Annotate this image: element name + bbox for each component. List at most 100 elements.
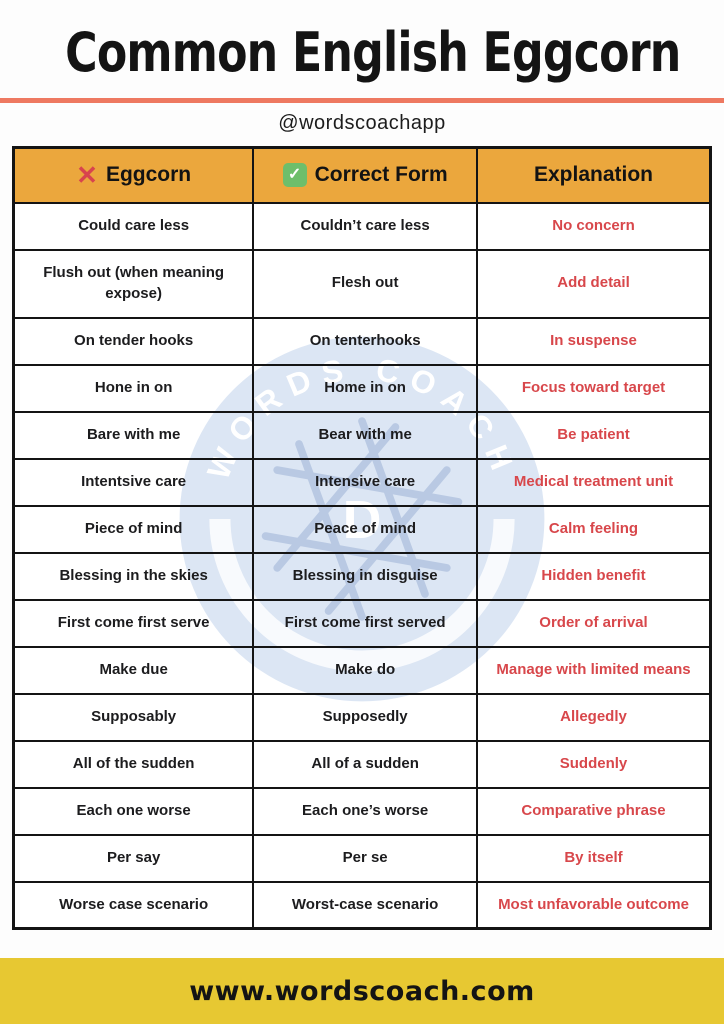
cell-text: Intentsive care bbox=[81, 472, 187, 490]
cell-text: Intensive care bbox=[315, 472, 416, 490]
eggcorn-table-container: WORDS COACH D bbox=[12, 146, 712, 931]
cell-text: Flush out (when meaning expose) bbox=[43, 264, 225, 302]
footer-bar: www.wordscoach.com bbox=[0, 958, 724, 1024]
title-divider bbox=[0, 98, 724, 104]
eggcorn-cell: All of the sudden bbox=[12, 739, 255, 789]
eggcorn-table: ✕ Eggcorn ✓ Correct Form Explanation bbox=[12, 146, 712, 931]
correct-form-cell: Peace of mind bbox=[252, 504, 478, 554]
cell-text: Be patient bbox=[557, 425, 630, 443]
cell-text: Suddenly bbox=[559, 754, 628, 772]
explanation-cell: In suspense bbox=[476, 316, 712, 366]
table-row: All of the sudden All of a sudden Sudden… bbox=[12, 739, 712, 789]
cell-text: Add detail bbox=[557, 274, 630, 292]
explanation-cell: Medical treatment unit bbox=[476, 457, 712, 507]
cell-text: Make do bbox=[335, 660, 396, 678]
social-handle: @wordscoachapp bbox=[278, 112, 446, 135]
table-row: On tender hooks On tenterhooks In suspen… bbox=[12, 316, 712, 366]
table-row: Could care less Couldn’t care less No co… bbox=[12, 201, 712, 251]
correct-form-cell: Make do bbox=[252, 645, 478, 695]
cell-text: Worst-case scenario bbox=[291, 895, 439, 913]
table-row: Flush out (when meaning expose) Flesh ou… bbox=[12, 248, 712, 319]
eggcorn-cell: Blessing in the skies bbox=[12, 551, 255, 601]
table-header-row: ✕ Eggcorn ✓ Correct Form Explanation bbox=[12, 146, 712, 204]
explanation-cell: Focus toward target bbox=[476, 363, 712, 413]
eggcorn-cell: Each one worse bbox=[12, 786, 255, 836]
explanation-cell: Comparative phrase bbox=[476, 786, 712, 836]
correct-form-cell: Per se bbox=[252, 833, 478, 883]
cell-text: Hone in on bbox=[94, 378, 173, 396]
col-header-label: Correct Form bbox=[314, 163, 448, 187]
cell-text: Most unfavorable outcome bbox=[498, 895, 689, 913]
cell-text: First come first served bbox=[284, 613, 446, 631]
correct-form-cell: Intensive care bbox=[252, 457, 478, 507]
cell-text: Per say bbox=[106, 848, 161, 866]
table-row: Worse case scenario Worst-case scenario … bbox=[12, 880, 712, 930]
cell-text: Bear with me bbox=[318, 425, 412, 443]
cell-text: Peace of mind bbox=[314, 519, 416, 537]
explanation-cell: Hidden benefit bbox=[476, 551, 712, 601]
explanation-cell: Manage with limited means bbox=[476, 645, 712, 695]
cell-text: Medical treatment unit bbox=[513, 472, 674, 490]
cell-text: On tenterhooks bbox=[309, 331, 421, 349]
correct-form-cell: Bear with me bbox=[252, 410, 478, 460]
check-icon: ✓ bbox=[282, 163, 307, 188]
footer-url: www.wordscoach.com bbox=[189, 975, 535, 1007]
table-row: Per say Per se By itself bbox=[12, 833, 712, 883]
cell-text: Make due bbox=[99, 660, 168, 678]
correct-form-cell: Worst-case scenario bbox=[252, 880, 478, 930]
explanation-cell: Most unfavorable outcome bbox=[476, 880, 712, 930]
cell-text: All of the sudden bbox=[72, 754, 195, 772]
x-icon: ✕ bbox=[76, 160, 98, 191]
cell-text: First come first serve bbox=[57, 613, 210, 631]
correct-form-cell: First come first served bbox=[252, 598, 478, 648]
col-header-explanation: Explanation bbox=[476, 146, 712, 204]
cell-text: No concern bbox=[552, 216, 635, 234]
cell-text: Comparative phrase bbox=[521, 801, 666, 819]
cell-text: Focus toward target bbox=[521, 378, 666, 396]
cell-text: Calm feeling bbox=[548, 519, 639, 537]
table-row: First come first serve First come first … bbox=[12, 598, 712, 648]
table-row: Supposably Supposedly Allegedly bbox=[12, 692, 712, 742]
cell-text: Bare with me bbox=[86, 425, 181, 443]
cell-text: Supposedly bbox=[322, 707, 408, 725]
table-row: Piece of mind Peace of mind Calm feeling bbox=[12, 504, 712, 554]
explanation-cell: Order of arrival bbox=[476, 598, 712, 648]
correct-form-cell: Home in on bbox=[252, 363, 478, 413]
cell-text: In suspense bbox=[550, 331, 637, 349]
eggcorn-cell: Could care less bbox=[12, 201, 255, 251]
explanation-cell: Suddenly bbox=[476, 739, 712, 789]
cell-text: Blessing in the skies bbox=[59, 566, 208, 584]
cell-text: Order of arrival bbox=[539, 613, 648, 631]
cell-text: Each one’s worse bbox=[302, 801, 429, 819]
explanation-cell: By itself bbox=[476, 833, 712, 883]
col-header-eggcorn: ✕ Eggcorn bbox=[12, 146, 255, 204]
correct-form-cell: Each one’s worse bbox=[252, 786, 478, 836]
correct-form-cell: On tenterhooks bbox=[252, 316, 478, 366]
eggcorn-cell: Intentsive care bbox=[12, 457, 255, 507]
eggcorn-cell: On tender hooks bbox=[12, 316, 255, 366]
explanation-cell: No concern bbox=[476, 201, 712, 251]
col-header-label: Explanation bbox=[533, 163, 654, 187]
cell-text: Hidden benefit bbox=[541, 566, 646, 584]
explanation-cell: Calm feeling bbox=[476, 504, 712, 554]
cell-text: Per se bbox=[342, 848, 388, 866]
cell-text: Couldn’t care less bbox=[300, 216, 430, 234]
cell-text: Flesh out bbox=[331, 274, 399, 292]
page-title: Common English Eggcorn bbox=[65, 21, 681, 84]
table-row: Make due Make do Manage with limited mea… bbox=[12, 645, 712, 695]
col-header-correct-form: ✓ Correct Form bbox=[252, 146, 478, 204]
col-header-label: Eggcorn bbox=[105, 163, 192, 187]
eggcorn-cell: Flush out (when meaning expose) bbox=[12, 248, 255, 319]
correct-form-cell: Couldn’t care less bbox=[252, 201, 478, 251]
eggcorn-cell: Hone in on bbox=[12, 363, 255, 413]
cell-text: Manage with limited means bbox=[496, 660, 691, 678]
cell-text: Home in on bbox=[324, 378, 406, 396]
explanation-cell: Add detail bbox=[476, 248, 712, 319]
cell-text: By itself bbox=[564, 848, 623, 866]
cell-text: Piece of mind bbox=[84, 519, 183, 537]
correct-form-cell: All of a sudden bbox=[252, 739, 478, 789]
table-row: Intentsive care Intensive care Medical t… bbox=[12, 457, 712, 507]
cell-text: Worse case scenario bbox=[59, 895, 209, 913]
cell-text: On tender hooks bbox=[74, 331, 194, 349]
